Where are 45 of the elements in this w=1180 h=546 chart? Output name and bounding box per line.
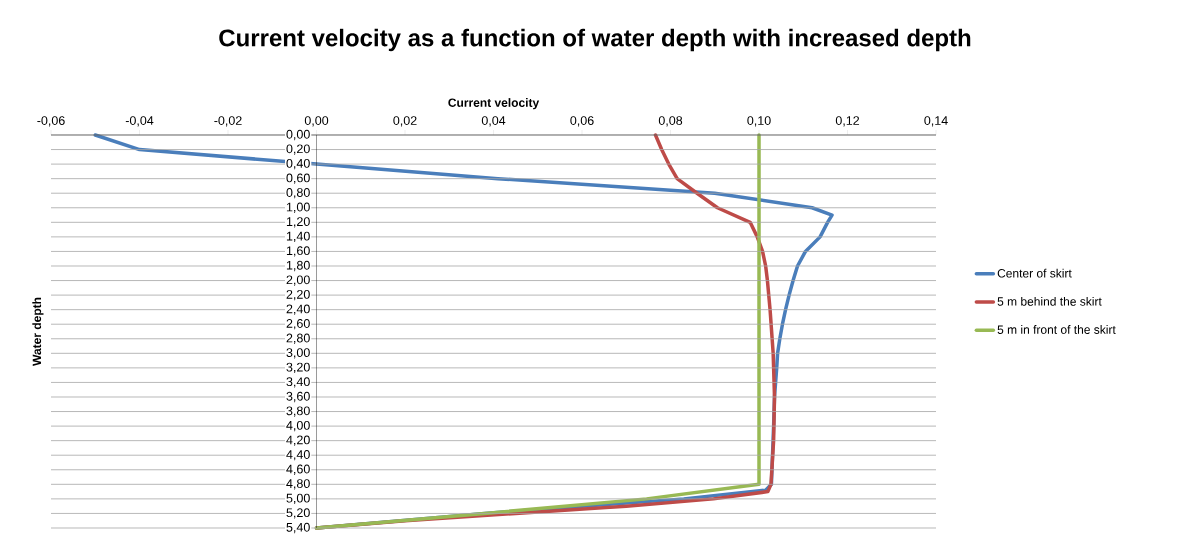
y-tick-label: 4,60 <box>286 464 310 475</box>
y-tick-label: 0,00 <box>286 129 310 141</box>
y-tick-label: 3,40 <box>286 377 310 388</box>
y-tick-label: 5,20 <box>286 508 310 519</box>
chart-title: Current velocity as a function of water depth with increased depth <box>219 28 971 52</box>
y-tick-label: 3,60 <box>286 391 310 403</box>
x-tick-label: 0,06 <box>570 116 594 127</box>
y-tick-label: 4,80 <box>286 479 310 490</box>
y-tick-label: 1,40 <box>286 231 310 243</box>
x-tick-label: 0,00 <box>304 116 329 127</box>
y-tick-label: 4,40 <box>286 450 310 461</box>
y-tick-label: 1,80 <box>286 260 310 272</box>
y-tick-label: 3,20 <box>286 362 310 374</box>
x-axis-title: Current velocity <box>448 98 540 110</box>
y-tick-label: 2,60 <box>286 319 310 330</box>
x-tick-label: -0,02 <box>214 116 242 127</box>
y-tick-label: 0,20 <box>286 144 310 155</box>
y-tick-label: 2,40 <box>286 304 310 315</box>
y-tick-label: 1,00 <box>286 202 310 213</box>
y-tick-label: 0,40 <box>286 158 310 170</box>
y-axis-title: Water depth <box>32 297 44 366</box>
y-tick-label: 0,60 <box>286 173 310 184</box>
x-tick-label: 0,12 <box>835 116 860 127</box>
x-tick-label: 0,04 <box>481 116 506 127</box>
y-tick-label: 3,00 <box>286 348 310 359</box>
y-tick-label: 4,20 <box>286 435 310 446</box>
y-tick-label: 1,20 <box>286 217 310 228</box>
legend-label: Center of skirt <box>997 268 1072 278</box>
y-tick-label: 0,80 <box>286 188 310 199</box>
y-tick-label: 2,20 <box>286 289 310 301</box>
y-tick-label: 2,80 <box>286 333 310 344</box>
x-tick-label: -0,06 <box>37 116 65 127</box>
x-tick-label: 0,02 <box>393 116 417 127</box>
y-tick-label: 5,00 <box>286 493 310 505</box>
y-tick-label: 1,60 <box>286 246 310 257</box>
x-tick-label: 0,14 <box>924 116 948 127</box>
y-tick-label: 4,00 <box>286 420 310 432</box>
y-tick-label: 3,80 <box>286 406 310 417</box>
x-tick-label: 0,08 <box>658 116 683 127</box>
legend-label: 5 m in front of the skirt <box>997 325 1116 334</box>
x-tick-label: 0,10 <box>747 116 771 127</box>
y-tick-label: 2,00 <box>286 275 310 286</box>
legend-label: 5 m behind the skirt <box>997 296 1102 306</box>
y-tick-label: 5,40 <box>286 522 310 534</box>
x-tick-label: -0,04 <box>125 116 154 127</box>
